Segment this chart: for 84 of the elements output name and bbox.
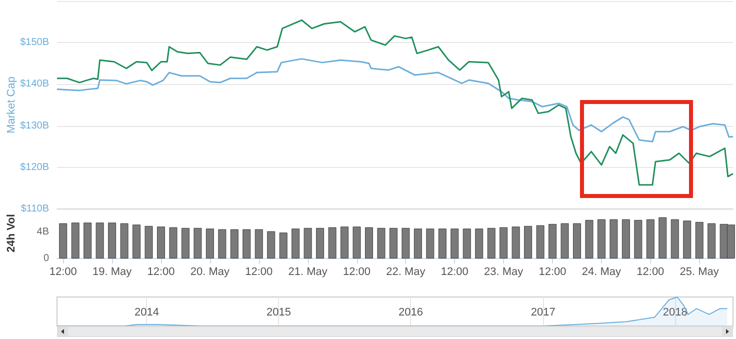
bar <box>634 220 642 258</box>
bar <box>536 225 544 258</box>
bar <box>500 227 508 258</box>
y-tick-label: 4B <box>36 226 50 238</box>
line-series <box>56 19 734 186</box>
bar <box>389 228 398 258</box>
y-tick-label: $130B <box>20 120 50 132</box>
bar <box>402 228 410 258</box>
x-tick-label: 19. May <box>92 266 132 278</box>
x-tick-label: 12:00 <box>538 266 566 278</box>
bar <box>512 226 520 258</box>
bar <box>304 228 312 258</box>
x-tick-label: 2016 <box>398 306 423 318</box>
x-tick-label: 12:00 <box>49 266 77 278</box>
bar <box>96 222 104 258</box>
bar <box>279 232 288 258</box>
x-tick-label: 23. May <box>484 266 524 278</box>
bar <box>670 219 679 258</box>
line-series <box>56 58 734 142</box>
bar <box>683 220 692 258</box>
x-tick-label: 12:00 <box>343 266 371 278</box>
y-axis-title: 24h Vol <box>6 214 18 252</box>
bar <box>573 223 581 258</box>
bar <box>548 224 557 258</box>
bar <box>242 229 251 258</box>
bar <box>206 228 214 258</box>
x-tick-label: 12:00 <box>440 266 468 278</box>
bar <box>450 228 459 258</box>
bar <box>157 226 165 258</box>
bar <box>181 228 190 258</box>
x-tick-label: 12:00 <box>636 266 664 278</box>
y-tick-label: $150B <box>20 37 50 48</box>
bar <box>487 228 496 258</box>
bar <box>695 222 704 258</box>
bar <box>597 219 606 258</box>
y-tick-label: $110B <box>20 204 50 214</box>
x-tick-label: 25. May <box>680 266 720 278</box>
bar <box>524 226 532 258</box>
y-tick-label: $120B <box>20 162 50 173</box>
x-tick-label: 24. May <box>582 266 622 278</box>
bar <box>426 228 434 258</box>
bar <box>438 228 446 258</box>
x-tick-label: 20. May <box>190 266 230 278</box>
bar <box>560 223 569 258</box>
x-tick-label: 21. May <box>288 266 328 278</box>
bar <box>194 228 202 258</box>
bar <box>120 223 128 258</box>
bar <box>585 220 594 258</box>
bar <box>622 219 630 258</box>
x-tick-label: 12:00 <box>245 266 273 278</box>
bar <box>144 226 153 258</box>
bar <box>658 217 667 258</box>
bar <box>328 227 336 258</box>
bar <box>292 228 300 258</box>
bar <box>475 228 484 258</box>
x-tick-label: 2017 <box>530 306 556 318</box>
bar <box>352 226 361 258</box>
x-tick-label: 12:00 <box>147 266 175 278</box>
bar <box>414 228 422 258</box>
bar <box>462 228 471 258</box>
bar <box>59 223 68 258</box>
bar <box>169 227 178 258</box>
bar <box>377 228 386 258</box>
y-tick-label: $140B <box>20 78 50 90</box>
bar <box>365 227 373 258</box>
bar <box>132 224 141 258</box>
bar <box>646 219 654 258</box>
x-tick-label: 22. May <box>386 266 426 278</box>
bar <box>708 223 716 258</box>
bar <box>230 229 238 258</box>
bar <box>71 222 80 258</box>
bar <box>610 219 618 258</box>
x-tick-label: 2014 <box>134 306 159 318</box>
bar <box>108 222 116 258</box>
bar <box>267 231 276 258</box>
bar <box>316 228 324 258</box>
bar <box>218 229 226 258</box>
bar <box>340 226 349 258</box>
x-tick-label: 2018 <box>662 306 688 318</box>
bar <box>254 229 263 258</box>
x-tick-label: 2015 <box>266 306 291 318</box>
y-tick-label: 0 <box>43 253 50 264</box>
bar <box>84 222 92 258</box>
y-axis-title: Market Cap <box>6 76 18 134</box>
